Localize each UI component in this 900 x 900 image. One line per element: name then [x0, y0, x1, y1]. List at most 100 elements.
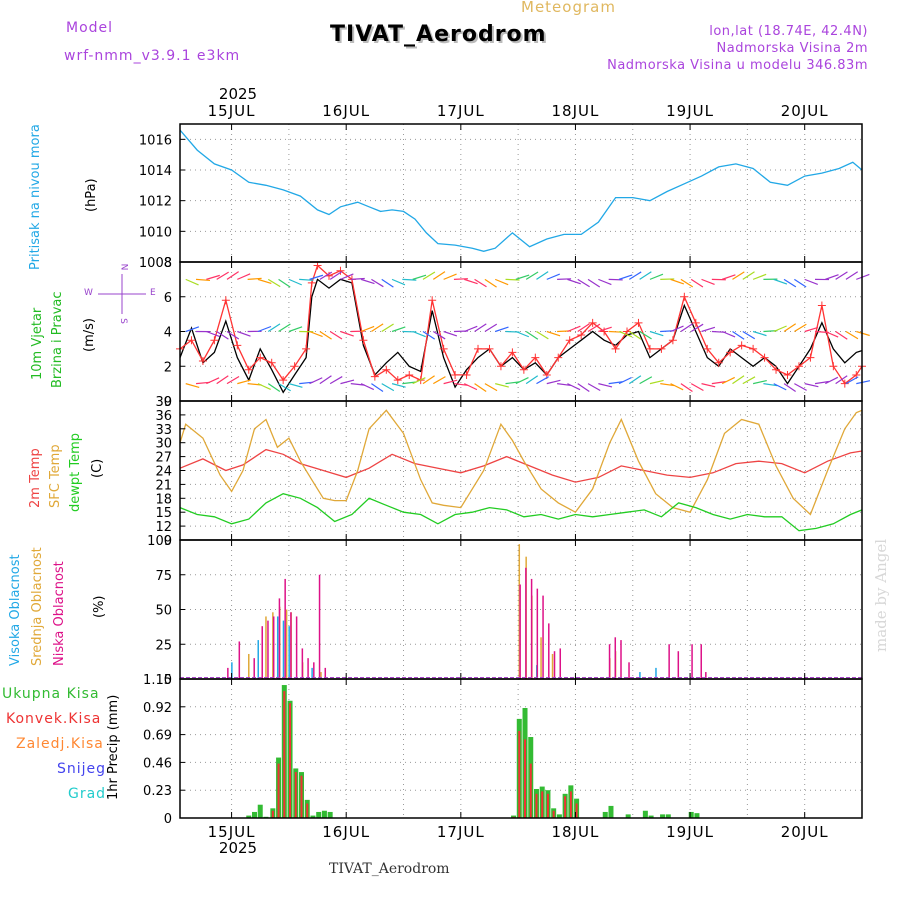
bar-srednja-oblacnost	[265, 616, 267, 679]
wind-arrow	[783, 383, 796, 393]
bar-niska-oblacnost	[278, 598, 281, 679]
wind-arrow	[432, 330, 446, 340]
wind-arrow	[329, 330, 343, 340]
wind-arrow	[350, 277, 365, 280]
y-tick-label: 0.46	[143, 756, 172, 771]
bar-niska-oblacnost	[290, 612, 292, 679]
gust-marker	[588, 318, 597, 327]
bar-niska-oblacnost	[324, 667, 327, 679]
wind-arrow	[587, 383, 601, 392]
wind-arrow	[856, 380, 871, 385]
wind-arrow	[371, 323, 384, 333]
y-tick-label: 1016	[139, 133, 172, 148]
bar-srednja-oblacnost	[272, 612, 274, 679]
gust-marker	[428, 296, 437, 305]
y-tick-label: 0	[164, 812, 172, 827]
wind-arrow	[443, 379, 458, 385]
wind-arrow	[628, 330, 642, 340]
gust-marker	[840, 379, 849, 388]
wind-arrow	[196, 278, 211, 282]
bar-ukupna-kisa	[556, 814, 562, 818]
y-tick-label: 36	[155, 409, 172, 424]
bar-ukupna-kisa	[625, 814, 631, 818]
bar-ukupna-kisa	[321, 810, 327, 818]
bar-visoka-oblacnost	[639, 672, 641, 679]
wind-arrow	[484, 323, 498, 333]
wind-arrow	[773, 383, 787, 391]
gust-marker	[187, 336, 196, 345]
wind-arrow	[319, 375, 332, 385]
gust-marker	[474, 344, 483, 353]
gust-marker	[668, 336, 677, 345]
bar-srednja-oblacnost	[551, 653, 554, 679]
wind-arrow	[381, 383, 395, 392]
precip-label-graupel: Grad	[68, 786, 107, 802]
bar-konvek-kisa	[518, 730, 521, 818]
wind-arrow	[391, 326, 406, 333]
x-tick-label-top: 20JUL	[781, 102, 829, 120]
gust-marker	[462, 370, 471, 379]
wind-arrow	[495, 326, 509, 333]
wind-arrow	[825, 330, 839, 338]
y-tick-label: 1010	[139, 225, 172, 240]
y-tick-label: 0.23	[143, 784, 172, 799]
y-tick-label: 27	[155, 451, 172, 466]
model-label: Model	[66, 20, 114, 36]
wind-arrow	[732, 271, 745, 280]
bar-niska-oblacnost	[700, 644, 702, 679]
gust-marker	[233, 341, 242, 350]
wind-arrow	[825, 274, 839, 280]
wind-arrow	[329, 376, 343, 385]
wind-arrow	[484, 278, 497, 288]
y-tick-label: 9	[164, 534, 172, 549]
bar-ukupna-kisa	[608, 805, 614, 818]
wind-arrow	[288, 278, 302, 286]
gust-marker	[336, 266, 345, 275]
wind-arrow	[845, 330, 859, 340]
wind-arrow	[464, 383, 478, 391]
bar-niska-oblacnost	[253, 658, 255, 679]
wind-arrow	[618, 376, 632, 385]
wind-arrow	[856, 330, 870, 337]
gust-marker	[198, 357, 207, 366]
gust-marker	[302, 344, 311, 353]
y-tick-label: 1014	[139, 164, 172, 179]
wind-arrow	[309, 377, 323, 385]
wind-arrow	[474, 278, 487, 288]
y-tick-label: 0.92	[143, 701, 172, 716]
wind-arrow	[505, 278, 520, 281]
y-tick-label: 15	[155, 506, 172, 521]
bar-konvek-kisa	[552, 810, 555, 818]
wind-arrow	[618, 274, 633, 280]
y-tick-label: 0	[164, 673, 172, 688]
compass-cross	[98, 274, 146, 314]
wind-arrow	[257, 383, 271, 390]
compass-w: W	[84, 288, 93, 298]
bar-niska-oblacnost	[519, 584, 521, 679]
bar-niska-oblacnost	[301, 648, 304, 679]
wind-arrow	[402, 381, 417, 385]
wind-arrow	[350, 383, 365, 386]
compass-icon: W E N S	[84, 260, 160, 326]
gust-marker	[806, 353, 815, 362]
wind-arrow	[257, 278, 272, 285]
wind-arrow	[360, 325, 375, 333]
y-tick-label: 0.69	[143, 729, 172, 744]
wind-arrow	[340, 379, 355, 385]
panel-frame	[179, 678, 863, 819]
x-tick-label-top: 18JUL	[552, 102, 600, 120]
wind-arrow	[546, 330, 561, 337]
bar-niska-oblacnost	[272, 616, 275, 679]
wind-arrow	[391, 278, 406, 286]
wind-arrow	[845, 271, 859, 280]
wind-arrow	[680, 383, 693, 393]
bar-ukupna-kisa	[688, 811, 694, 818]
wind-arrow	[340, 273, 354, 280]
wind-arrow	[670, 278, 685, 285]
wind-arrow	[794, 278, 807, 288]
wind-arrow	[267, 383, 281, 392]
wind-arrow	[299, 278, 314, 281]
wind-arrow	[577, 383, 590, 392]
wind-arrow	[721, 330, 736, 338]
